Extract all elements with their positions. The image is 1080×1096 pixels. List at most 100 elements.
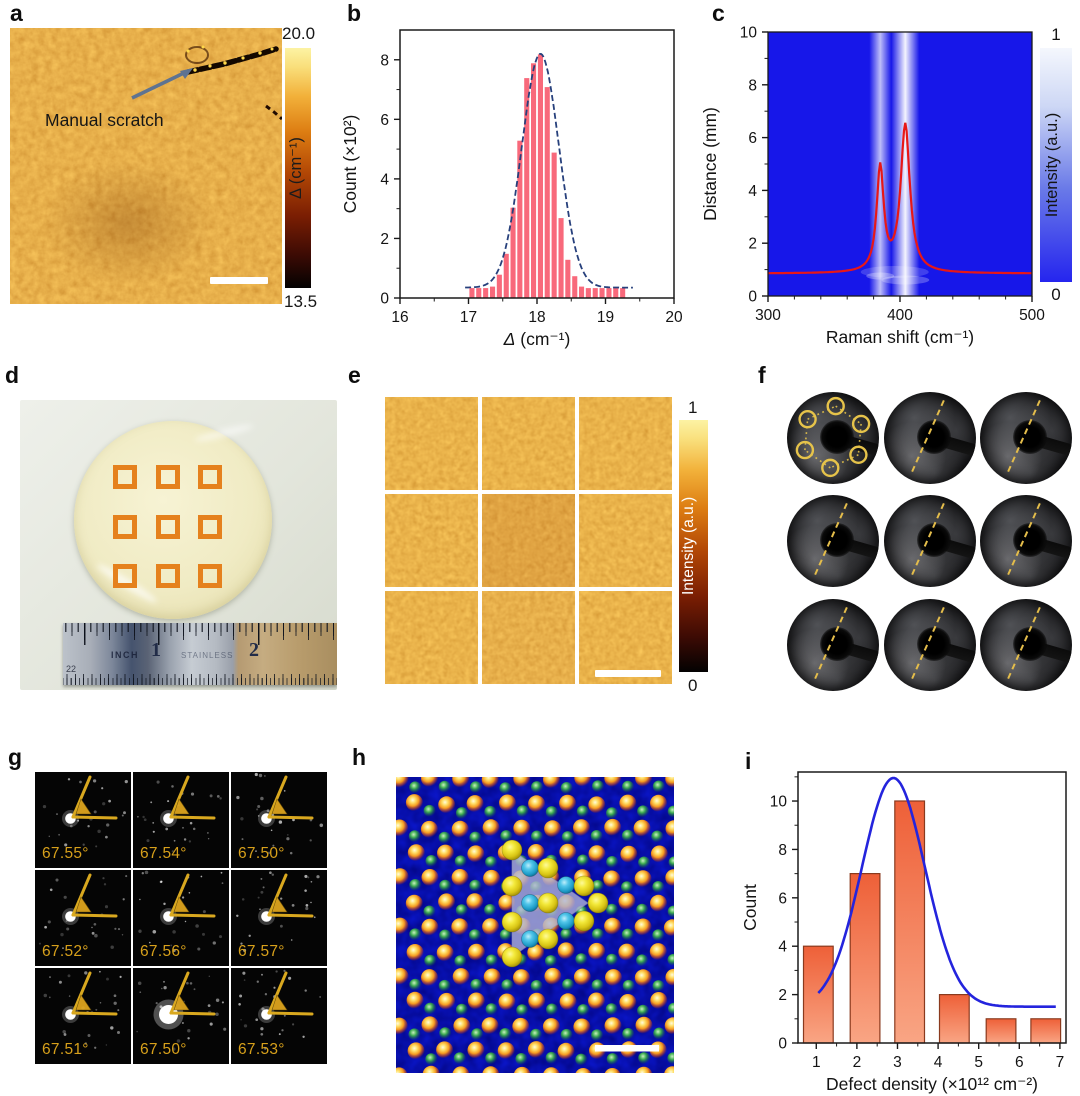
panel-label-g: g bbox=[8, 744, 23, 770]
raman-map-tile bbox=[385, 591, 478, 684]
marked-square bbox=[198, 465, 222, 489]
leed-pattern bbox=[884, 495, 976, 587]
x-tick-label: 500 bbox=[1019, 307, 1045, 324]
histogram-bar bbox=[591, 287, 599, 299]
mo-atom-sphere bbox=[557, 912, 575, 930]
x-tick-label: 3 bbox=[893, 1054, 902, 1071]
raman-map-tile bbox=[482, 494, 575, 587]
annotation-arrow bbox=[131, 68, 193, 100]
x-tick-label: 5 bbox=[974, 1054, 983, 1071]
wafer-photo: INCH 1 STAINLESS 2 22 bbox=[20, 400, 337, 690]
raman-spectrum-curve bbox=[768, 122, 1032, 275]
angle-marker bbox=[169, 775, 216, 820]
plot-b: 16 17 18 19 20 0 2 4 6 8 Δ (cm⁻¹) Count (×10²) bbox=[340, 29, 683, 349]
marked-square bbox=[156, 465, 180, 489]
beam-stop bbox=[917, 627, 951, 661]
leed-pattern bbox=[980, 495, 1072, 587]
panel-a: a bbox=[0, 0, 340, 350]
s-atom-sphere bbox=[537, 857, 559, 879]
y-tick-label: 4 bbox=[380, 171, 389, 188]
diffraction-cell: 67.57° bbox=[231, 870, 327, 966]
panel-label-h: h bbox=[352, 744, 367, 770]
angle-marker bbox=[267, 775, 314, 820]
histogram-bar bbox=[985, 1018, 1017, 1044]
x-tick-label: 6 bbox=[1015, 1054, 1024, 1071]
panel-label-b: b bbox=[347, 0, 362, 26]
leed-pattern bbox=[884, 599, 976, 691]
marked-square bbox=[198, 515, 222, 539]
raman-map-tile bbox=[385, 397, 478, 490]
raman-map-tile bbox=[385, 494, 478, 587]
x-tick-label: 20 bbox=[665, 309, 683, 326]
x-tick-label: 16 bbox=[391, 309, 408, 326]
angle-label: 67.54° bbox=[140, 845, 187, 862]
axes-box bbox=[797, 771, 1067, 1044]
y-tick-label: 8 bbox=[778, 842, 787, 859]
angle-marker bbox=[71, 971, 118, 1016]
histogram-bar bbox=[584, 287, 592, 299]
ruler-stainless-text: STAINLESS bbox=[181, 651, 234, 660]
panel-i: i 1 2 3 4 5 6 7 0 2 4 6 8 10 Defect density (×10¹² cm… bbox=[700, 740, 1080, 1096]
panel-g: g 67.55° 67.54° 67.50° 67.52° 67.56° 67.57° 67… bbox=[0, 740, 340, 1096]
beam-stop bbox=[917, 420, 951, 454]
x-tick-label: 7 bbox=[1056, 1054, 1065, 1071]
angle-label: 67.55° bbox=[42, 845, 89, 862]
colorbar-gradient bbox=[679, 420, 708, 672]
s-atom-sphere bbox=[587, 892, 609, 914]
diffraction-cell: 67.53° bbox=[231, 968, 327, 1064]
histogram-bar bbox=[802, 945, 834, 1044]
histogram-bar bbox=[894, 800, 926, 1044]
fit-curve bbox=[465, 52, 633, 289]
raman-map-tile bbox=[579, 397, 672, 490]
defect-density-histogram: 1 2 3 4 5 6 7 0 2 4 6 8 10 Defect density (×10¹² cm⁻²… bbox=[740, 771, 1067, 1094]
y-tick-label: 6 bbox=[380, 112, 389, 129]
histogram-bar bbox=[564, 258, 572, 299]
scale-bar bbox=[595, 670, 661, 677]
histogram-bar bbox=[530, 62, 538, 299]
histogram-bar bbox=[475, 287, 483, 299]
s-atom-sphere bbox=[501, 946, 523, 968]
s-atom-sphere bbox=[501, 911, 523, 933]
angle-label: 67.56° bbox=[140, 943, 187, 960]
histogram-bar bbox=[598, 287, 606, 299]
y-tick-label: 0 bbox=[380, 291, 389, 308]
panel-h: h bbox=[340, 740, 700, 1096]
histogram-delta-chart: 16 17 18 19 20 0 2 4 6 8 Δ (cm⁻¹) Count (×10²) bbox=[340, 29, 683, 349]
stem-lattice-image bbox=[396, 777, 674, 1073]
ruler-corner-number: 22 bbox=[66, 664, 77, 674]
angle-label: 67.50° bbox=[140, 1041, 187, 1058]
histogram-bar bbox=[605, 287, 613, 299]
y-tick-label: 8 bbox=[380, 52, 389, 69]
x-tick-label: 1 bbox=[812, 1054, 821, 1071]
panel-d: d INCH 1 STAINL bbox=[0, 360, 340, 710]
raman-intensity-grid bbox=[340, 360, 680, 710]
x-tick-label: 17 bbox=[460, 309, 477, 326]
y-tick-label: 6 bbox=[748, 130, 757, 147]
panel-b: b 16 17 18 19 20 0 2 4 6 8 Δ (cm⁻¹) Count (×10²) bbox=[340, 0, 700, 350]
beam-stop bbox=[820, 420, 854, 454]
leed-pattern bbox=[980, 599, 1072, 691]
colorbar-max: 20.0 bbox=[282, 24, 316, 43]
leed-pattern bbox=[980, 392, 1072, 484]
histogram-bar bbox=[489, 285, 497, 299]
x-tick-label: 300 bbox=[755, 307, 781, 324]
colorbar-min: 0 bbox=[1051, 285, 1060, 304]
colorbar-label: Δ (cm⁻¹) bbox=[287, 137, 305, 199]
panel-label-a: a bbox=[10, 0, 23, 26]
x-tick-label: 400 bbox=[887, 307, 913, 324]
histogram-bar bbox=[938, 994, 970, 1044]
s-atom-sphere bbox=[501, 875, 523, 897]
mo-atom-sphere bbox=[521, 859, 539, 877]
leed-pattern bbox=[787, 495, 879, 587]
y-tick-label: 0 bbox=[778, 1036, 787, 1053]
histogram-bar bbox=[612, 287, 620, 299]
beam-stop bbox=[917, 523, 951, 557]
x-tick-label: 2 bbox=[853, 1054, 862, 1071]
raman-map-tile bbox=[579, 591, 672, 684]
ruler-number-1: 1 bbox=[151, 639, 161, 661]
angle-label: 67.50° bbox=[238, 845, 285, 862]
histogram-bar bbox=[495, 273, 503, 299]
colorbar-max: 1 bbox=[1051, 25, 1060, 44]
s-atom-sphere bbox=[501, 839, 523, 861]
leed-pattern bbox=[787, 599, 879, 691]
